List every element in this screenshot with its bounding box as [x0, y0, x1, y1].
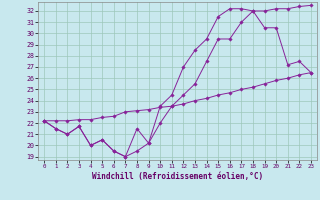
X-axis label: Windchill (Refroidissement éolien,°C): Windchill (Refroidissement éolien,°C)	[92, 172, 263, 181]
